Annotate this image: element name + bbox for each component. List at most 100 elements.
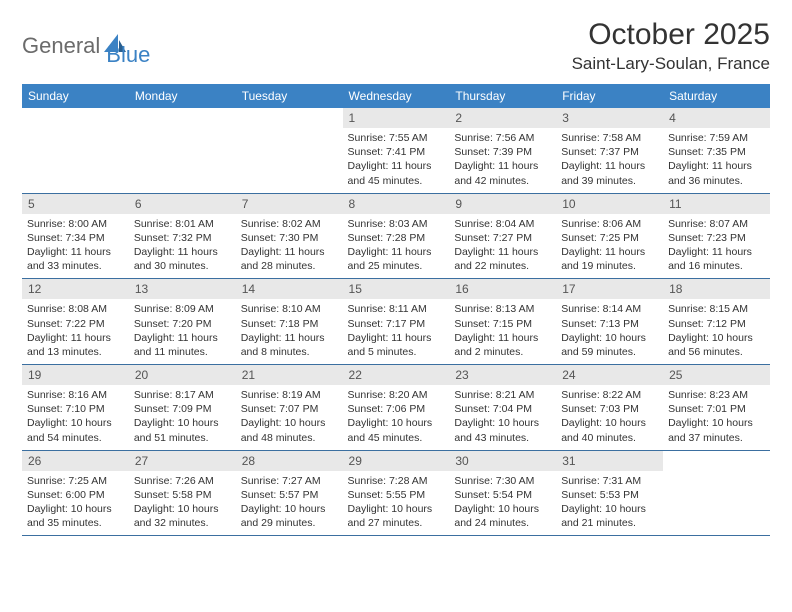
day-details: Sunrise: 8:16 AMSunset: 7:10 PMDaylight:… [22,385,129,450]
calendar-cell: 18Sunrise: 8:15 AMSunset: 7:12 PMDayligh… [663,279,770,365]
day-details: Sunrise: 8:23 AMSunset: 7:01 PMDaylight:… [663,385,770,450]
day-number: 5 [22,194,129,214]
daylight-text: Daylight: 10 hours and 32 minutes. [134,502,231,530]
sunrise-text: Sunrise: 8:03 AM [348,217,445,231]
daylight-text: Daylight: 10 hours and 29 minutes. [241,502,338,530]
day-header: Tuesday [236,84,343,108]
day-details: Sunrise: 8:08 AMSunset: 7:22 PMDaylight:… [22,299,129,364]
sunrise-text: Sunrise: 8:17 AM [134,388,231,402]
daylight-text: Daylight: 10 hours and 40 minutes. [561,416,658,444]
sunrise-text: Sunrise: 7:26 AM [134,474,231,488]
day-number: 1 [343,108,450,128]
week-row: 5Sunrise: 8:00 AMSunset: 7:34 PMDaylight… [22,193,770,279]
calendar-cell: 13Sunrise: 8:09 AMSunset: 7:20 PMDayligh… [129,279,236,365]
daylight-text: Daylight: 11 hours and 11 minutes. [134,331,231,359]
day-details: Sunrise: 8:22 AMSunset: 7:03 PMDaylight:… [556,385,663,450]
day-details: Sunrise: 7:28 AMSunset: 5:55 PMDaylight:… [343,471,450,536]
day-details: Sunrise: 7:26 AMSunset: 5:58 PMDaylight:… [129,471,236,536]
sunset-text: Sunset: 7:09 PM [134,402,231,416]
calendar-cell: 22Sunrise: 8:20 AMSunset: 7:06 PMDayligh… [343,365,450,451]
sunset-text: Sunset: 7:03 PM [561,402,658,416]
daylight-text: Daylight: 10 hours and 27 minutes. [348,502,445,530]
sunset-text: Sunset: 7:07 PM [241,402,338,416]
daylight-text: Daylight: 10 hours and 48 minutes. [241,416,338,444]
sunrise-text: Sunrise: 7:27 AM [241,474,338,488]
day-number: 25 [663,365,770,385]
sunset-text: Sunset: 5:58 PM [134,488,231,502]
day-details: Sunrise: 8:13 AMSunset: 7:15 PMDaylight:… [449,299,556,364]
day-details: Sunrise: 7:58 AMSunset: 7:37 PMDaylight:… [556,128,663,193]
sunset-text: Sunset: 7:32 PM [134,231,231,245]
daylight-text: Daylight: 11 hours and 16 minutes. [668,245,765,273]
daylight-text: Daylight: 11 hours and 19 minutes. [561,245,658,273]
daylight-text: Daylight: 11 hours and 25 minutes. [348,245,445,273]
daylight-text: Daylight: 11 hours and 33 minutes. [27,245,124,273]
day-details: Sunrise: 7:56 AMSunset: 7:39 PMDaylight:… [449,128,556,193]
day-details: Sunrise: 8:11 AMSunset: 7:17 PMDaylight:… [343,299,450,364]
sunrise-text: Sunrise: 7:31 AM [561,474,658,488]
day-number: 6 [129,194,236,214]
sunrise-text: Sunrise: 8:15 AM [668,302,765,316]
day-details: Sunrise: 8:19 AMSunset: 7:07 PMDaylight:… [236,385,343,450]
calendar-cell: 27Sunrise: 7:26 AMSunset: 5:58 PMDayligh… [129,450,236,536]
day-number: 28 [236,451,343,471]
calendar-cell: 11Sunrise: 8:07 AMSunset: 7:23 PMDayligh… [663,193,770,279]
day-details: Sunrise: 8:07 AMSunset: 7:23 PMDaylight:… [663,214,770,279]
day-details: Sunrise: 7:27 AMSunset: 5:57 PMDaylight:… [236,471,343,536]
sunset-text: Sunset: 7:41 PM [348,145,445,159]
day-details: Sunrise: 8:01 AMSunset: 7:32 PMDaylight:… [129,214,236,279]
daylight-text: Daylight: 11 hours and 30 minutes. [134,245,231,273]
day-header: Thursday [449,84,556,108]
sunset-text: Sunset: 5:54 PM [454,488,551,502]
day-number: 19 [22,365,129,385]
calendar-cell: 1Sunrise: 7:55 AMSunset: 7:41 PMDaylight… [343,108,450,193]
calendar-cell: 14Sunrise: 8:10 AMSunset: 7:18 PMDayligh… [236,279,343,365]
sunrise-text: Sunrise: 7:55 AM [348,131,445,145]
week-row: 1 Sunrise: 7:55 AMSunset: 7:41 PM Daylight… [22,108,770,193]
calendar-cell: 19Sunrise: 8:16 AMSunset: 7:10 PMDayligh… [22,365,129,451]
page-header: General Blue October 2025 Saint-Lary-Sou… [22,18,770,74]
day-details: Sunrise: 7:31 AMSunset: 5:53 PMDaylight:… [556,471,663,536]
sunrise-text: Sunrise: 8:21 AM [454,388,551,402]
sunrise-text: Sunrise: 7:58 AM [561,131,658,145]
sunrise-text: Sunrise: 8:09 AM [134,302,231,316]
sunrise-text: Sunrise: 7:28 AM [348,474,445,488]
calendar-cell [129,108,236,193]
day-number: 12 [22,279,129,299]
daylight-text: Daylight: 11 hours and 42 minutes. [454,159,551,187]
daylight-text: Daylight: 10 hours and 43 minutes. [454,416,551,444]
day-number: 27 [129,451,236,471]
calendar-cell: 16Sunrise: 8:13 AMSunset: 7:15 PMDayligh… [449,279,556,365]
day-number: 11 [663,194,770,214]
daylight-text: Daylight: 10 hours and 35 minutes. [27,502,124,530]
sunset-text: Sunset: 7:34 PM [27,231,124,245]
week-row: 26Sunrise: 7:25 AMSunset: 6:00 PMDayligh… [22,450,770,536]
day-header: Monday [129,84,236,108]
day-number: 18 [663,279,770,299]
calendar-cell: 30Sunrise: 7:30 AMSunset: 5:54 PMDayligh… [449,450,556,536]
sunset-text: Sunset: 7:01 PM [668,402,765,416]
sunrise-text: Sunrise: 8:14 AM [561,302,658,316]
calendar-cell: 10Sunrise: 8:06 AMSunset: 7:25 PMDayligh… [556,193,663,279]
sunrise-text: Sunrise: 8:22 AM [561,388,658,402]
sunrise-text: Sunrise: 8:08 AM [27,302,124,316]
sunset-text: Sunset: 5:55 PM [348,488,445,502]
day-number: 23 [449,365,556,385]
calendar-cell: 26Sunrise: 7:25 AMSunset: 6:00 PMDayligh… [22,450,129,536]
day-details: Sunrise: 8:20 AMSunset: 7:06 PMDaylight:… [343,385,450,450]
calendar-cell [22,108,129,193]
daylight-text: Daylight: 10 hours and 21 minutes. [561,502,658,530]
sunrise-text: Sunrise: 8:04 AM [454,217,551,231]
day-number: 20 [129,365,236,385]
sunrise-text: Sunrise: 8:01 AM [134,217,231,231]
sunrise-text: Sunrise: 7:56 AM [454,131,551,145]
sunset-text: Sunset: 6:00 PM [27,488,124,502]
sunset-text: Sunset: 5:53 PM [561,488,658,502]
sunset-text: Sunset: 5:57 PM [241,488,338,502]
sunset-text: Sunset: 7:15 PM [454,317,551,331]
sunrise-text: Sunrise: 7:25 AM [27,474,124,488]
day-details: Sunrise: 7:25 AMSunset: 6:00 PMDaylight:… [22,471,129,536]
sunset-text: Sunset: 7:39 PM [454,145,551,159]
sunset-text: Sunset: 7:35 PM [668,145,765,159]
day-number: 9 [449,194,556,214]
